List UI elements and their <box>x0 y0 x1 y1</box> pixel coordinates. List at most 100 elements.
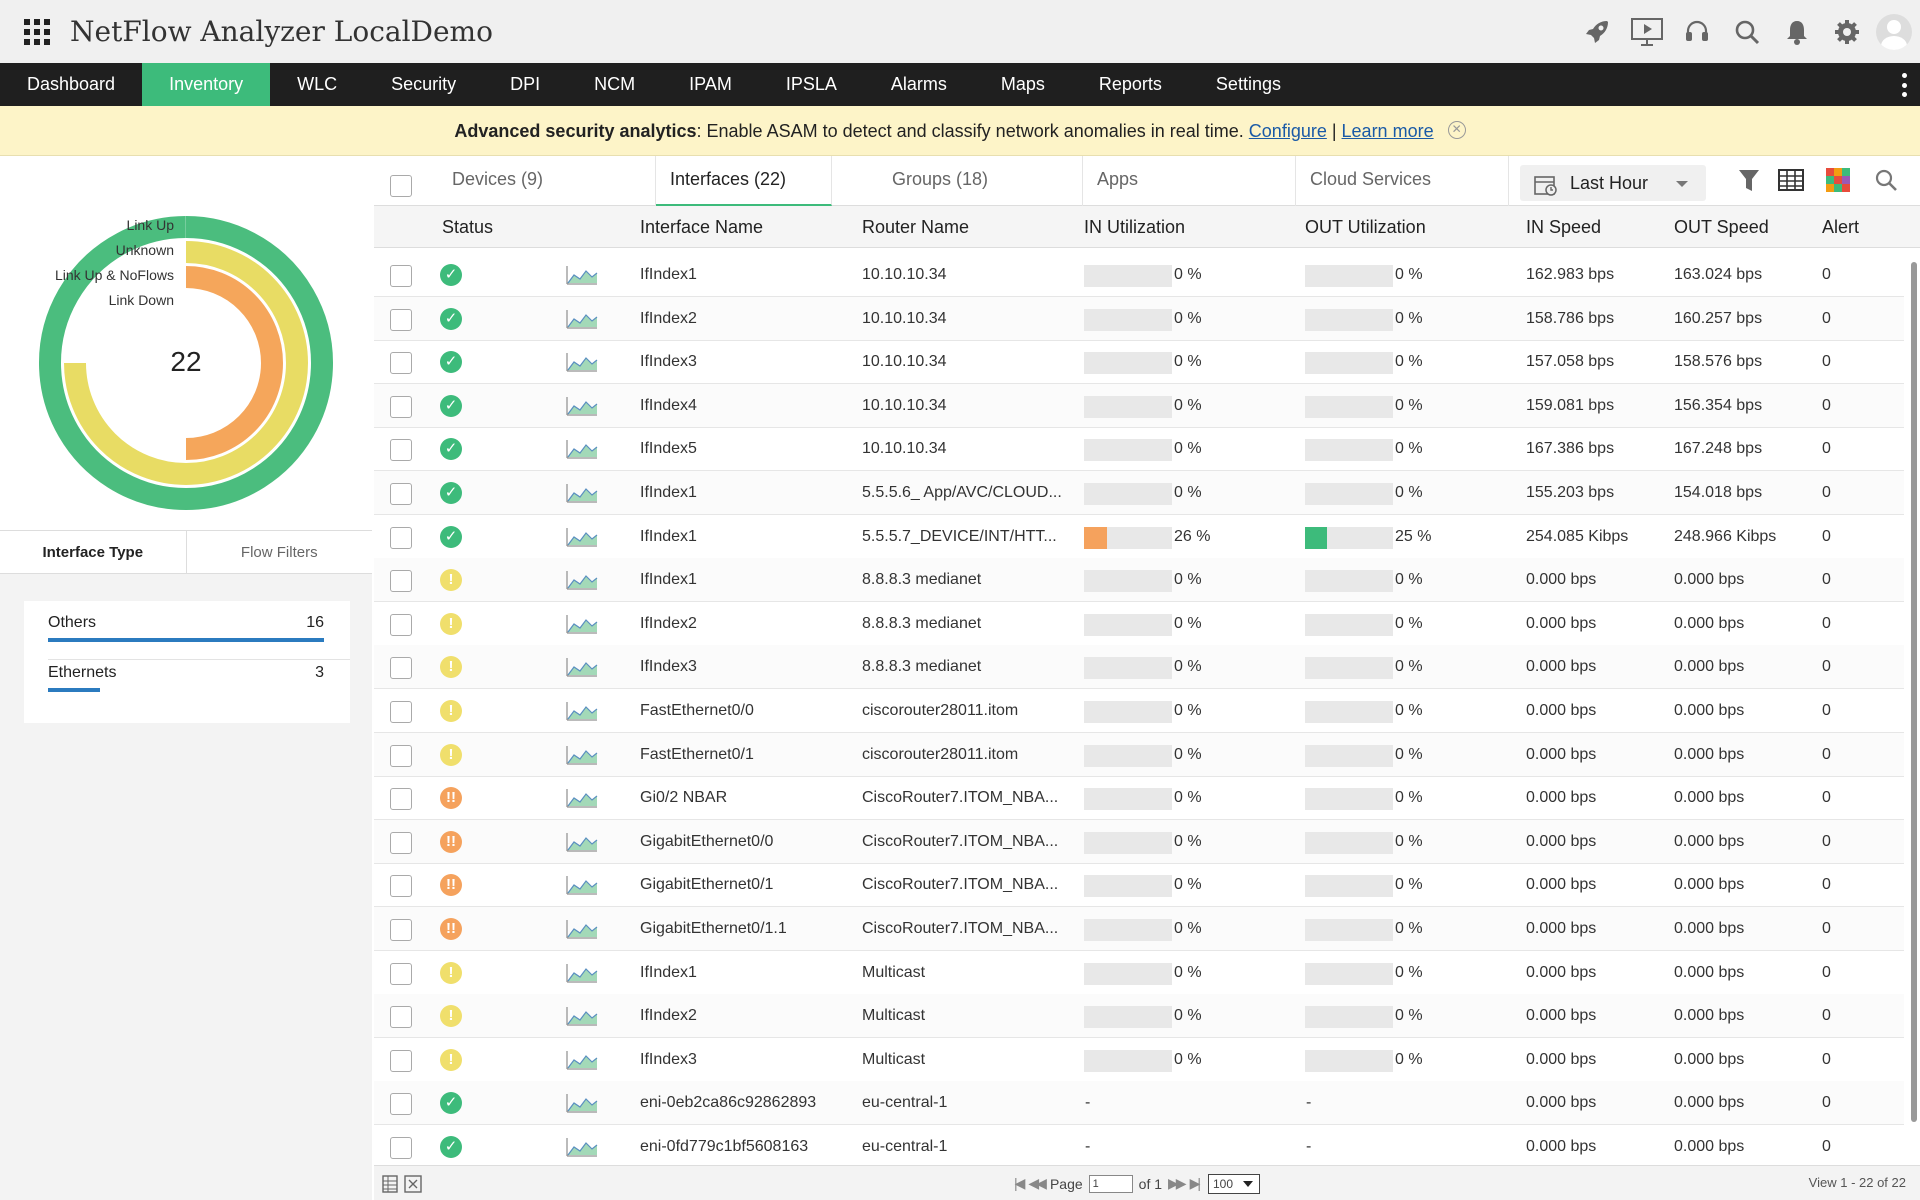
table-row[interactable]: ! IfIndex3 Multicast 0 % 0 % 0.000 bps 0.000 b… <box>374 1038 1904 1082</box>
heatmap-view-icon[interactable] <box>1826 168 1850 192</box>
row-checkbox[interactable] <box>390 613 412 636</box>
table-row[interactable]: ✓ IfIndex1 5.5.5.7_DEVICE/INT/HTT... 26 % 25… <box>374 515 1904 559</box>
csv-export-icon[interactable] <box>382 1175 398 1193</box>
row-checkbox[interactable] <box>390 875 412 898</box>
table-row[interactable]: !! GigabitEthernet0/1 CiscoRouter7.ITOM_NB… <box>374 863 1904 908</box>
tab-interface-type[interactable]: Interface Type <box>0 531 187 573</box>
router-name[interactable]: 10.10.10.34 <box>862 309 947 327</box>
tab-apps[interactable]: Apps <box>1083 156 1296 206</box>
col-router-name[interactable]: Router Name <box>862 217 970 237</box>
donut-ring-link-up[interactable] <box>39 216 333 510</box>
table-search-icon[interactable] <box>1874 168 1898 192</box>
excel-export-icon[interactable] <box>404 1175 422 1193</box>
router-name[interactable]: Multicast <box>862 1007 926 1025</box>
interface-name[interactable]: FastEthernet0/0 <box>640 702 754 719</box>
search-icon[interactable] <box>1722 0 1772 63</box>
graph-icon[interactable] <box>566 483 598 503</box>
more-menu-icon[interactable] <box>1902 73 1908 97</box>
graph-icon[interactable] <box>566 657 598 677</box>
table-row[interactable]: ! IfIndex3 8.8.8.3 medianet 0 % 0 % 0.000 bps… <box>374 645 1904 690</box>
interface-name[interactable]: IfIndex2 <box>640 1007 697 1025</box>
router-name[interactable]: CiscoRouter7.ITOM_NBA... <box>862 789 1059 807</box>
row-checkbox[interactable] <box>390 788 412 811</box>
row-checkbox[interactable] <box>390 526 412 549</box>
table-row[interactable]: ! FastEthernet0/1 ciscorouter28011.itom 0 %… <box>374 732 1904 777</box>
graph-icon[interactable] <box>566 309 598 329</box>
nav-inventory[interactable]: Inventory <box>142 63 271 106</box>
page-number-input[interactable]: 1 <box>1088 1174 1133 1193</box>
router-name[interactable]: Multicast <box>862 963 926 981</box>
close-icon[interactable]: ✕ <box>1447 121 1466 140</box>
graph-icon[interactable] <box>566 788 598 808</box>
row-checkbox[interactable] <box>390 1006 412 1029</box>
graph-icon[interactable] <box>566 1137 598 1157</box>
app-grid-icon[interactable] <box>24 18 50 45</box>
graph-icon[interactable] <box>566 1050 598 1070</box>
row-checkbox[interactable] <box>390 265 412 287</box>
graph-icon[interactable] <box>566 701 598 721</box>
interface-name[interactable]: IfIndex1 <box>640 571 697 589</box>
table-row[interactable]: ✓ eni-0eb2ca86c92862893 eu-central-1 - - 0.00… <box>374 1081 1904 1126</box>
router-name[interactable]: CiscoRouter7.ITOM_NBA... <box>862 920 1059 937</box>
router-name[interactable]: 5.5.5.6_ App/AVC/CLOUD... <box>862 484 1062 501</box>
interface-name[interactable]: FastEthernet0/1 <box>640 745 754 763</box>
row-checkbox[interactable] <box>390 1049 412 1072</box>
presentation-icon[interactable] <box>1622 0 1672 63</box>
table-row[interactable]: ✓ IfIndex1 5.5.5.6_ App/AVC/CLOUD... 0 % 0 %… <box>374 471 1904 515</box>
donut-ring-link-up-noflows[interactable] <box>185 266 283 460</box>
table-row[interactable]: ✓ IfIndex1 10.10.10.34 0 % 0 % 162.983 bps 163… <box>374 253 1904 297</box>
table-row[interactable]: ✓ IfIndex4 10.10.10.34 0 % 0 % 159.081 bps 156… <box>374 383 1904 428</box>
col-out-utilization[interactable]: OUT Utilization <box>1305 217 1426 237</box>
router-name[interactable]: eu-central-1 <box>862 1138 948 1155</box>
graph-icon[interactable] <box>566 745 598 765</box>
time-range-select[interactable]: Last Hour <box>1520 165 1706 201</box>
interface-name[interactable]: GigabitEthernet0/0 <box>640 832 774 850</box>
col-in-utilization[interactable]: IN Utilization <box>1084 217 1186 237</box>
router-name[interactable]: CiscoRouter7.ITOM_NBA... <box>862 876 1059 894</box>
tab-flow-filters[interactable]: Flow Filters <box>240 544 318 561</box>
col-in-speed[interactable]: IN Speed <box>1526 217 1602 237</box>
graph-icon[interactable] <box>566 614 598 634</box>
graph-icon[interactable] <box>566 963 598 983</box>
interface-name[interactable]: Gi0/2 NBAR <box>640 789 728 807</box>
graph-icon[interactable] <box>566 832 598 852</box>
graph-icon[interactable] <box>566 265 598 285</box>
interface-name[interactable]: eni-0eb2ca86c92862893 <box>640 1094 817 1112</box>
table-row[interactable]: ! IfIndex1 8.8.8.3 medianet 0 % 0 % 0.000 bps… <box>374 558 1904 603</box>
nav-wlc[interactable]: WLC <box>297 74 338 94</box>
table-row[interactable]: ! IfIndex2 Multicast 0 % 0 % 0.000 bps 0.000 b… <box>374 994 1904 1039</box>
interface-name[interactable]: GigabitEthernet0/1.1 <box>640 920 787 937</box>
table-view-icon[interactable] <box>1778 168 1804 192</box>
tab-interfaces[interactable]: Interfaces (22) <box>656 156 832 206</box>
table-row[interactable]: !! GigabitEthernet0/1.1 CiscoRouter7.ITOM_… <box>374 907 1904 951</box>
graph-icon[interactable] <box>566 875 598 895</box>
type-row-ethernets[interactable]: Ethernets 3 <box>48 664 324 694</box>
filter-icon[interactable] <box>1738 168 1760 194</box>
interface-name[interactable]: IfIndex3 <box>640 1050 697 1068</box>
router-name[interactable]: 10.10.10.34 <box>862 266 947 283</box>
table-row[interactable]: !! GigabitEthernet0/0 CiscoRouter7.ITOM_NB… <box>374 819 1904 864</box>
rows-per-page-select[interactable]: 100 <box>1207 1173 1260 1194</box>
table-row[interactable]: ✓ IfIndex3 10.10.10.34 0 % 0 % 157.058 bps 158… <box>374 340 1904 385</box>
router-name[interactable]: 5.5.5.7_DEVICE/INT/HTT... <box>862 527 1057 545</box>
router-name[interactable]: 10.10.10.34 <box>862 440 947 458</box>
gear-icon[interactable] <box>1822 0 1872 63</box>
interface-name[interactable]: GigabitEthernet0/1 <box>640 876 774 894</box>
row-checkbox[interactable] <box>390 395 412 418</box>
nav-maps[interactable]: Maps <box>1000 74 1045 94</box>
graph-icon[interactable] <box>566 570 598 590</box>
interface-name[interactable]: IfIndex3 <box>640 658 697 676</box>
table-row[interactable]: ! IfIndex1 Multicast 0 % 0 % 0.000 bps 0.000 b… <box>374 951 1904 995</box>
tab-groups[interactable]: Groups (18) <box>878 156 1083 206</box>
bell-icon[interactable] <box>1772 0 1822 63</box>
router-name[interactable]: eu-central-1 <box>862 1094 948 1112</box>
col-alert[interactable]: Alert <box>1822 217 1860 237</box>
rocket-icon[interactable] <box>1572 0 1622 63</box>
interface-name[interactable]: IfIndex4 <box>640 396 697 414</box>
nav-dpi[interactable]: DPI <box>510 74 541 94</box>
type-row-others[interactable]: Others 16 <box>48 614 324 644</box>
configure-link[interactable]: Configure <box>1248 121 1327 141</box>
router-name[interactable]: 10.10.10.34 <box>862 396 947 414</box>
interface-name[interactable]: IfIndex2 <box>640 309 697 327</box>
graph-icon[interactable] <box>566 1006 598 1026</box>
